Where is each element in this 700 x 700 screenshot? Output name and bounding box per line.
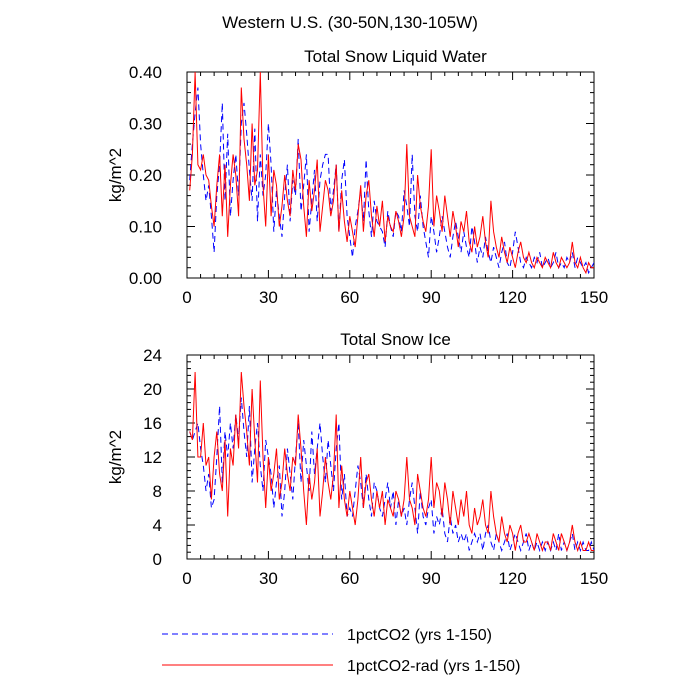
series-line-solid (189, 371, 594, 553)
panel-title: Total Snow Liquid Water (304, 47, 487, 66)
y-tick-label: 4 (153, 516, 162, 535)
x-tick-label: 90 (422, 288, 441, 307)
y-axis-label: kg/m^2 (106, 148, 125, 202)
x-tick-label: 30 (259, 288, 278, 307)
x-tick-label: 90 (422, 569, 441, 588)
panel-1: Total Snow Liquid Water kg/m^2 0 30 60 90 120 1… (106, 47, 608, 307)
panel-2: Total Snow Ice kg/m^2 0 30 60 90 120 150 0 4 8 12 16… (106, 330, 608, 588)
y-tick-label: 24 (143, 346, 162, 365)
y-tick-label: 0.20 (129, 166, 162, 185)
x-tick-label: 0 (182, 288, 191, 307)
legend-label: 1pctCO2-rad (yrs 1-150) (347, 658, 520, 675)
x-tick-label: 150 (580, 569, 608, 588)
legend-label: 1pctCO2 (yrs 1-150) (347, 627, 492, 644)
y-tick-label: 12 (143, 448, 162, 467)
y-axis-label: kg/m^2 (106, 430, 125, 484)
y-tick-label: 0 (153, 550, 162, 569)
series-line-solid (189, 72, 594, 275)
x-tick-label: 60 (340, 288, 359, 307)
y-tick-label: 0.00 (129, 269, 162, 288)
x-tick-label: 60 (340, 569, 359, 588)
series-line-dashed (189, 397, 594, 553)
y-tick-label: 16 (143, 414, 162, 433)
x-tick-label: 120 (498, 288, 526, 307)
plot-frame (186, 354, 595, 560)
y-tick-label: 20 (143, 380, 162, 399)
x-tick-label: 30 (259, 569, 278, 588)
legend: 1pctCO2 (yrs 1-150) 1pctCO2-rad (yrs 1-15… (162, 627, 520, 675)
x-tick-label: 120 (498, 569, 526, 588)
panel-title: Total Snow Ice (340, 330, 451, 349)
y-tick-label: 0.40 (129, 63, 162, 82)
plot-frame (186, 71, 595, 279)
x-tick-label: 150 (580, 288, 608, 307)
figure-title: Western U.S. (30-50N,130-105W) (222, 13, 478, 32)
y-tick-label: 8 (153, 482, 162, 501)
series-line-dashed (189, 87, 594, 275)
y-tick-label: 0.10 (129, 218, 162, 237)
y-tick-label: 0.30 (129, 115, 162, 134)
x-tick-label: 0 (182, 569, 191, 588)
